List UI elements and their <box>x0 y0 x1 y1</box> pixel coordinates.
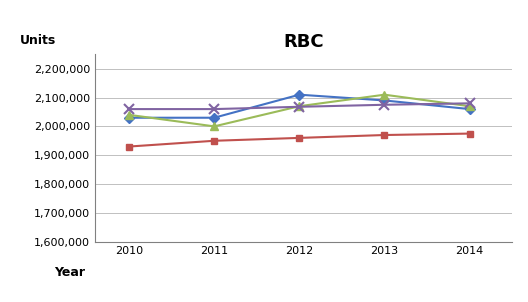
Supply 예측 <box>381 133 388 137</box>
Text: Units: Units <box>20 34 56 47</box>
Transfusion실측 <box>211 124 218 128</box>
Supply 실제 <box>211 116 218 120</box>
Supply 실제 <box>126 116 132 120</box>
Supply 실제 <box>296 93 303 97</box>
Transfusion예측 <box>466 101 473 105</box>
Transfusion예측 <box>126 107 132 111</box>
Transfusion실측 <box>296 104 303 108</box>
Supply 예측 <box>211 139 218 143</box>
Transfusion실측 <box>126 113 132 117</box>
Text: Year: Year <box>54 266 84 279</box>
Supply 예측 <box>126 145 132 148</box>
Transfusion실측 <box>381 93 388 97</box>
Line: Transfusion예측: Transfusion예측 <box>124 98 475 114</box>
Legend: Supply 실제, Supply 예측, Transfusion실측, Transfusion예측: Supply 실제, Supply 예측, Transfusion실측, Tra… <box>120 299 487 302</box>
Title: RBC: RBC <box>284 34 324 51</box>
Supply 실제 <box>466 107 473 111</box>
Transfusion실측 <box>466 104 473 108</box>
Supply 예측 <box>296 136 303 140</box>
Transfusion예측 <box>296 105 303 109</box>
Line: Supply 실제: Supply 실제 <box>126 91 473 121</box>
Line: Supply 예측: Supply 예측 <box>126 130 473 150</box>
Transfusion예측 <box>381 103 388 107</box>
Line: Transfusion실측: Transfusion실측 <box>125 91 474 130</box>
Transfusion예측 <box>211 107 218 111</box>
Supply 실제 <box>381 99 388 102</box>
Supply 예측 <box>466 132 473 135</box>
